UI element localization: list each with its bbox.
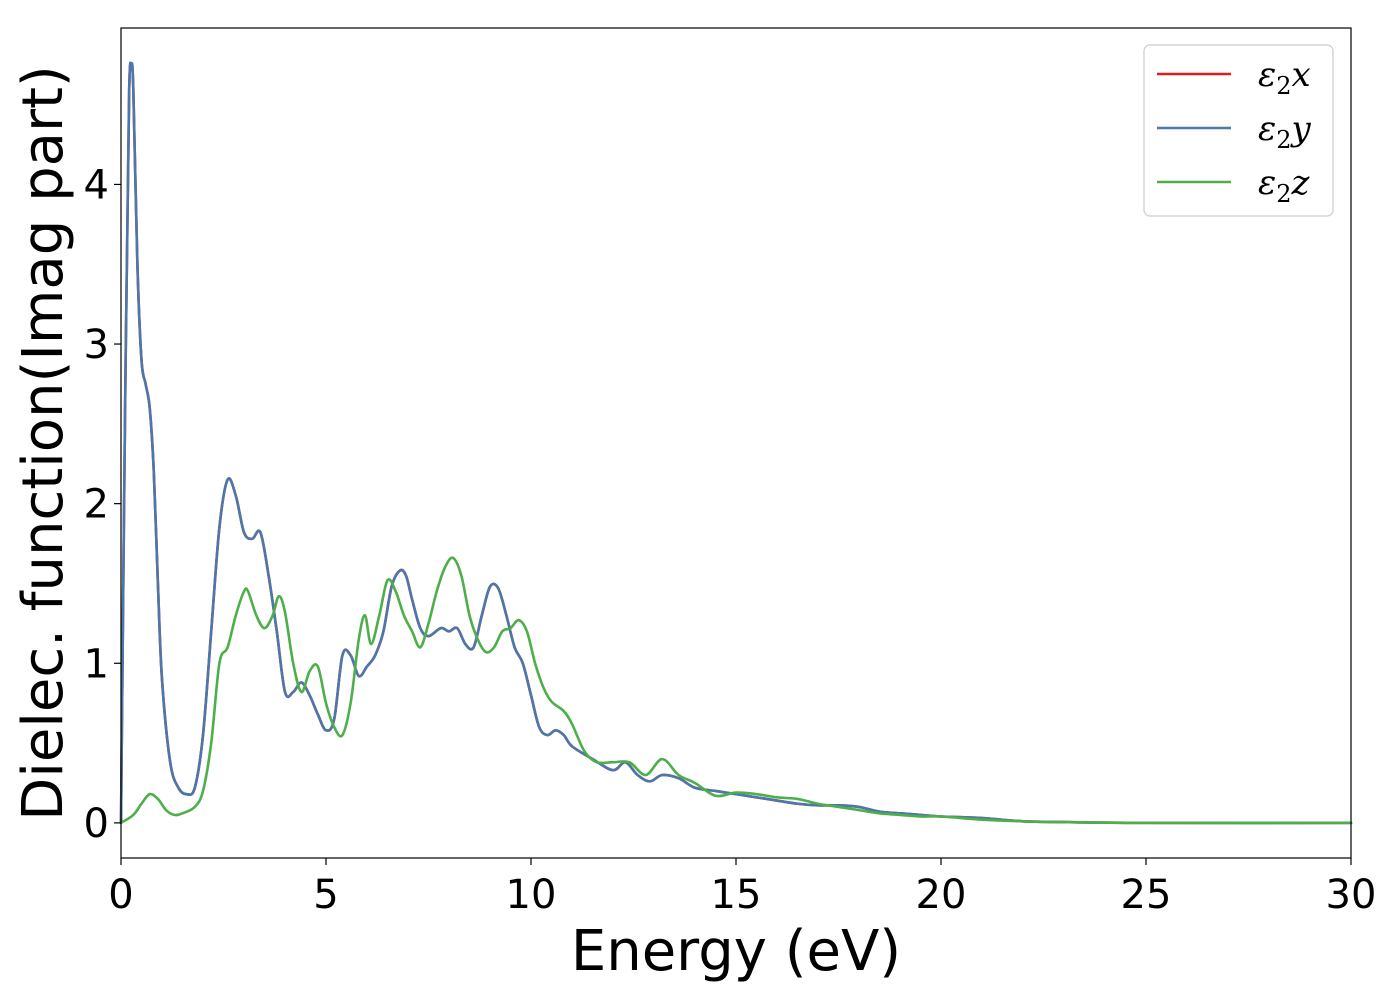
legend-label-suffix: z (1291, 163, 1311, 203)
legend-frame (1143, 44, 1334, 217)
legend-label-y: ε2y (1258, 109, 1312, 154)
legend-label-subscript: 2 (1276, 126, 1291, 154)
legend-label-main: ε (1258, 163, 1276, 203)
series-layer (119, 61, 1353, 825)
y-tick-label: 2 (84, 482, 109, 528)
legend-label-subscript: 2 (1276, 180, 1291, 208)
legend-label-x: ε2x (1258, 55, 1311, 100)
x-tick-label: 5 (313, 872, 338, 918)
x-tick-label: 20 (916, 872, 967, 918)
legend-label-suffix: y (1290, 109, 1312, 149)
y-axis: 0 1 2 3 4 (84, 162, 121, 847)
y-tick-label: 0 (84, 801, 109, 847)
legend-label-main: ε (1258, 55, 1276, 95)
x-axis: 0 5 10 15 20 25 30 (108, 858, 1376, 918)
x-tick-label: 25 (1121, 872, 1172, 918)
legend-label-main: ε (1258, 109, 1276, 149)
x-tick-label: 15 (711, 872, 762, 918)
x-axis-title: Energy (eV) (571, 919, 901, 984)
legend-label-subscript: 2 (1276, 72, 1291, 100)
y-axis-title: Dielec. function(Imag part) (11, 65, 76, 821)
series-line-y (119, 61, 1353, 825)
legend-label-z: ε2z (1258, 163, 1311, 208)
y-tick-label: 4 (84, 162, 109, 208)
y-tick-label: 1 (84, 641, 109, 687)
legend-label-suffix: x (1292, 55, 1311, 95)
series-line-z (119, 556, 1353, 825)
x-tick-label: 30 (1326, 872, 1377, 918)
y-tick-label: 3 (84, 322, 109, 368)
x-tick-label: 10 (506, 872, 557, 918)
x-tick-label: 0 (108, 872, 133, 918)
